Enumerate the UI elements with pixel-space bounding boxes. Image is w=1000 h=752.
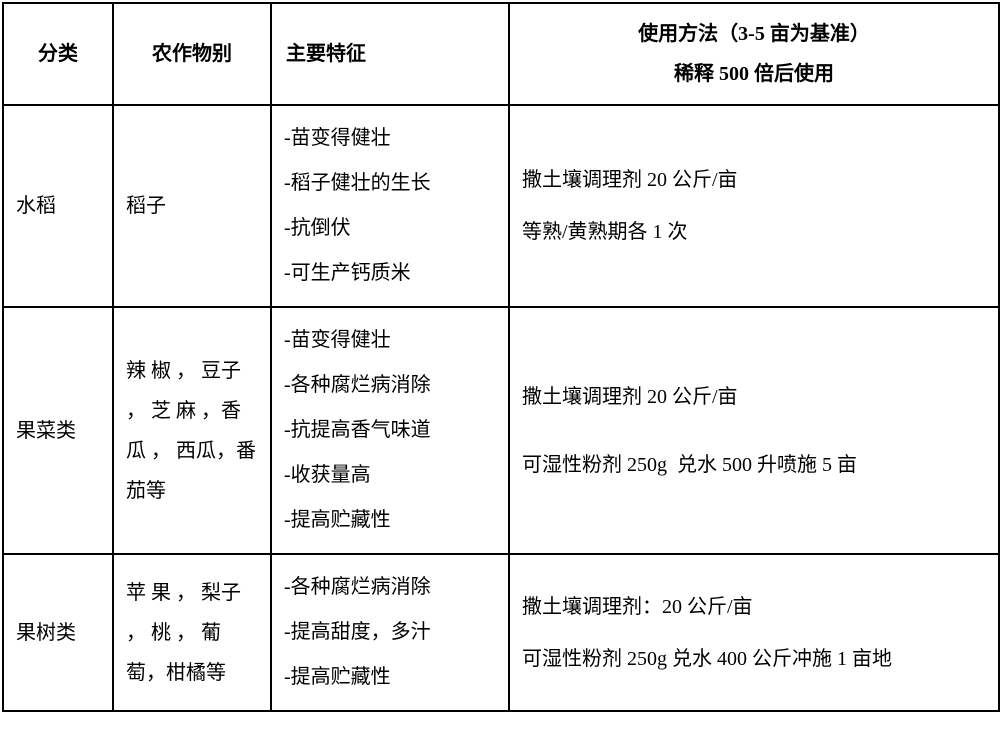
feature-item: -提高贮藏性 xyxy=(284,498,496,543)
header-row: 分类 农作物别 主要特征 使用方法（3-5 亩为基准） 稀释 500 倍后使用 xyxy=(3,3,999,105)
header-category: 分类 xyxy=(3,3,113,105)
usage-line: 可湿性粉剂 250g 兑水 500 升喷施 5 亩 xyxy=(522,445,986,485)
feature-item: -苗变得健壮 xyxy=(284,116,496,161)
feature-item: -各种腐烂病消除 xyxy=(284,565,496,610)
feature-item: -提高贮藏性 xyxy=(284,655,496,700)
feature-item: -苗变得健壮 xyxy=(284,318,496,363)
cell-usage: 撒土壤调理剂 20 公斤/亩 等熟/黄熟期各 1 次 xyxy=(509,105,999,307)
cell-usage: 撒土壤调理剂 20 公斤/亩 可湿性粉剂 250g 兑水 500 升喷施 5 亩 xyxy=(509,307,999,554)
usage-line: 可湿性粉剂 250g 兑水 400 公斤冲施 1 亩地 xyxy=(522,639,986,679)
table-row: 水稻 稻子 -苗变得健壮 -稻子健壮的生长 -抗倒伏 -可生产钙质米 撒土壤调理… xyxy=(3,105,999,307)
feature-item: -提高甜度，多汁 xyxy=(284,610,496,655)
feature-item: -抗倒伏 xyxy=(284,206,496,251)
crop-usage-table: 分类 农作物别 主要特征 使用方法（3-5 亩为基准） 稀释 500 倍后使用 … xyxy=(2,2,1000,712)
cell-crops: 苹 果 ， 梨子 ， 桃 ， 葡萄，柑橘等 xyxy=(113,554,271,711)
cell-features: -各种腐烂病消除 -提高甜度，多汁 -提高贮藏性 xyxy=(271,554,509,711)
cell-category: 果菜类 xyxy=(3,307,113,554)
feature-item: -抗提高香气味道 xyxy=(284,408,496,453)
table-body: 水稻 稻子 -苗变得健壮 -稻子健壮的生长 -抗倒伏 -可生产钙质米 撒土壤调理… xyxy=(3,105,999,711)
cell-usage: 撒土壤调理剂：20 公斤/亩 可湿性粉剂 250g 兑水 400 公斤冲施 1 … xyxy=(509,554,999,711)
usage-line: 等熟/黄熟期各 1 次 xyxy=(522,212,986,252)
cell-category: 果树类 xyxy=(3,554,113,711)
usage-line: 撒土壤调理剂：20 公斤/亩 xyxy=(522,587,986,627)
header-usage: 使用方法（3-5 亩为基准） 稀释 500 倍后使用 xyxy=(509,3,999,105)
usage-line: 撒土壤调理剂 20 公斤/亩 xyxy=(522,377,986,417)
table-row: 果菜类 辣 椒 ， 豆子 ， 芝 麻 ，香 瓜 ， 西瓜，番茄等 -苗变得健壮 … xyxy=(3,307,999,554)
cell-features: -苗变得健壮 -各种腐烂病消除 -抗提高香气味道 -收获量高 -提高贮藏性 xyxy=(271,307,509,554)
feature-item: -稻子健壮的生长 xyxy=(284,161,496,206)
feature-item: -可生产钙质米 xyxy=(284,251,496,296)
table-row: 果树类 苹 果 ， 梨子 ， 桃 ， 葡萄，柑橘等 -各种腐烂病消除 -提高甜度… xyxy=(3,554,999,711)
feature-item: -各种腐烂病消除 xyxy=(284,363,496,408)
header-usage-line2: 稀释 500 倍后使用 xyxy=(522,54,986,94)
cell-category: 水稻 xyxy=(3,105,113,307)
usage-line: 撒土壤调理剂 20 公斤/亩 xyxy=(522,160,986,200)
header-usage-line1: 使用方法（3-5 亩为基准） xyxy=(522,14,986,54)
table-header: 分类 农作物别 主要特征 使用方法（3-5 亩为基准） 稀释 500 倍后使用 xyxy=(3,3,999,105)
header-features: 主要特征 xyxy=(271,3,509,105)
cell-features: -苗变得健壮 -稻子健壮的生长 -抗倒伏 -可生产钙质米 xyxy=(271,105,509,307)
cell-crops: 稻子 xyxy=(113,105,271,307)
cell-crops: 辣 椒 ， 豆子 ， 芝 麻 ，香 瓜 ， 西瓜，番茄等 xyxy=(113,307,271,554)
header-crop-type: 农作物别 xyxy=(113,3,271,105)
feature-item: -收获量高 xyxy=(284,453,496,498)
